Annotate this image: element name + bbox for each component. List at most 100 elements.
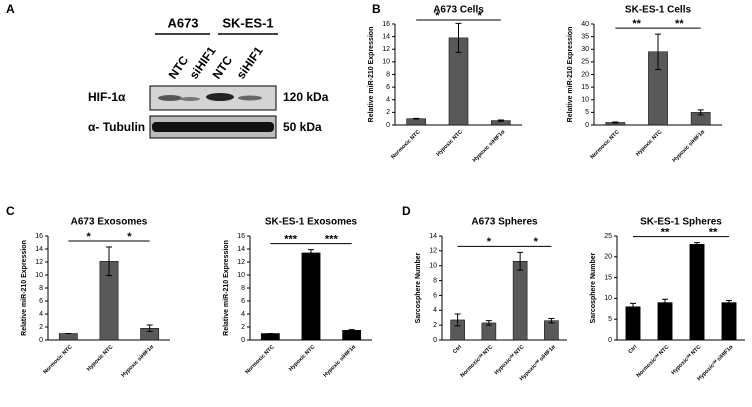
significance-label: * [127, 231, 132, 243]
error-bar [662, 298, 668, 307]
band [238, 95, 262, 101]
y-tick-label: 0 [39, 337, 43, 344]
error-bar [413, 117, 420, 120]
x-tick-label: Normoxic NTC [43, 344, 74, 375]
error-bar [146, 324, 153, 333]
x-tick-label: Hypoxicᶜᴹ NTC [493, 343, 526, 376]
panel-label: C [6, 204, 15, 218]
x-tick-label: Normoxic NTC [590, 129, 621, 160]
y-tick-label: 2 [433, 322, 437, 329]
significance-label: ** [661, 227, 670, 239]
y-tick-label: 0 [433, 337, 437, 344]
bar [689, 244, 705, 341]
y-tick-label: 8 [386, 71, 390, 78]
y-tick-label: 10 [604, 295, 612, 302]
significance-label: ** [709, 227, 718, 239]
y-tick-label: 14 [237, 246, 245, 253]
bar [301, 252, 321, 341]
protein-label: α- Tubulin [88, 120, 145, 134]
y-tick-label: 16 [382, 21, 390, 28]
y-tick-label: 12 [429, 248, 437, 255]
x-tick-label: Ctrl [627, 344, 638, 355]
lane-label: NTC [166, 53, 192, 82]
y-tick-label: 16 [237, 233, 245, 240]
y-tick-label: 2 [39, 324, 43, 331]
error-bar [726, 299, 732, 306]
y-tick-label: 20 [604, 254, 612, 261]
x-tick-label: Hypoxic siHIF1α [323, 344, 358, 379]
bar [260, 333, 280, 341]
chart-title: A673 Cells [433, 5, 484, 16]
error-bar [455, 22, 462, 53]
y-tick-label: 5 [585, 109, 589, 116]
cell-line-label: A673 [167, 15, 198, 30]
x-tick-label: Hypoxic siHIF1α [472, 129, 507, 164]
bar [406, 118, 426, 126]
chart-title: A673 Exosomes [71, 217, 148, 228]
cell-line-label: SK-ES-1 [222, 15, 273, 30]
bar [721, 302, 737, 341]
y-tick-label: 15 [581, 84, 589, 91]
bar [657, 302, 673, 341]
bar [625, 306, 641, 341]
significance-label: * [435, 10, 440, 22]
panel-label: A [6, 2, 15, 16]
y-tick-label: 6 [241, 298, 245, 305]
significance-label: *** [325, 234, 339, 246]
error-bar [694, 242, 700, 247]
significance-label: * [534, 236, 539, 248]
x-tick-label: Hypoxic siHIF1α [672, 129, 707, 164]
y-axis-label: Sarcosphere Number [415, 252, 422, 323]
error-bar [348, 329, 355, 332]
y-tick-label: 15 [604, 274, 612, 281]
significance-label: * [478, 10, 483, 22]
error-bar [655, 33, 661, 70]
chart-title: A673 Spheres [471, 217, 538, 228]
chart-title: SK-ES-1 Exosomes [265, 217, 358, 228]
x-tick-label: Normoxicᶜᴹ NTC [635, 343, 670, 378]
band [206, 93, 234, 101]
x-tick-label: Normoxicᶜᴹ NTC [459, 343, 494, 378]
y-tick-label: 0 [241, 337, 245, 344]
x-tick-label: Hypoxicᶜᴹ NTC [670, 343, 703, 376]
y-tick-label: 35 [581, 33, 589, 40]
x-tick-label: Hypoxic siHIF1α [121, 344, 156, 379]
band [158, 95, 182, 101]
x-tick-label: Ctrl [452, 344, 463, 355]
y-axis-label: Relative miR-210 Expression [223, 240, 230, 336]
error-bar [308, 249, 314, 257]
significance-label: * [487, 236, 492, 248]
y-tick-label: 25 [604, 233, 612, 240]
y-tick-label: 14 [35, 246, 43, 253]
y-tick-label: 40 [581, 21, 589, 28]
error-bar [548, 317, 555, 324]
significance-label: ** [632, 18, 641, 30]
y-tick-label: 16 [35, 233, 43, 240]
x-tick-label: Hypoxic NTC [86, 344, 114, 372]
bar [58, 333, 78, 341]
y-tick-label: 0 [386, 122, 390, 129]
y-tick-label: 8 [39, 285, 43, 292]
bar [512, 261, 528, 341]
panel-label: B [372, 2, 381, 16]
y-tick-label: 10 [581, 97, 589, 104]
error-bar [454, 313, 461, 327]
x-tick-label: Hypoxic NTC [435, 129, 463, 157]
x-tick-label: Hypoxic NTC [635, 129, 663, 157]
error-bar [485, 320, 492, 326]
x-tick-label: Normoxic NTC [245, 344, 276, 375]
y-tick-label: 20 [581, 71, 589, 78]
bar [342, 330, 362, 341]
y-axis-label: Relative miR-210 Expression [368, 27, 375, 123]
y-tick-label: 0 [585, 122, 589, 129]
y-tick-label: 6 [386, 84, 390, 91]
y-tick-label: 10 [429, 263, 437, 270]
y-tick-label: 6 [39, 298, 43, 305]
size-label: 120 kDa [283, 90, 329, 104]
band [180, 97, 200, 101]
error-bar [630, 302, 636, 311]
y-tick-label: 14 [429, 233, 437, 240]
panel-label: D [402, 204, 411, 218]
y-tick-label: 10 [35, 272, 43, 279]
y-tick-label: 8 [433, 277, 437, 284]
